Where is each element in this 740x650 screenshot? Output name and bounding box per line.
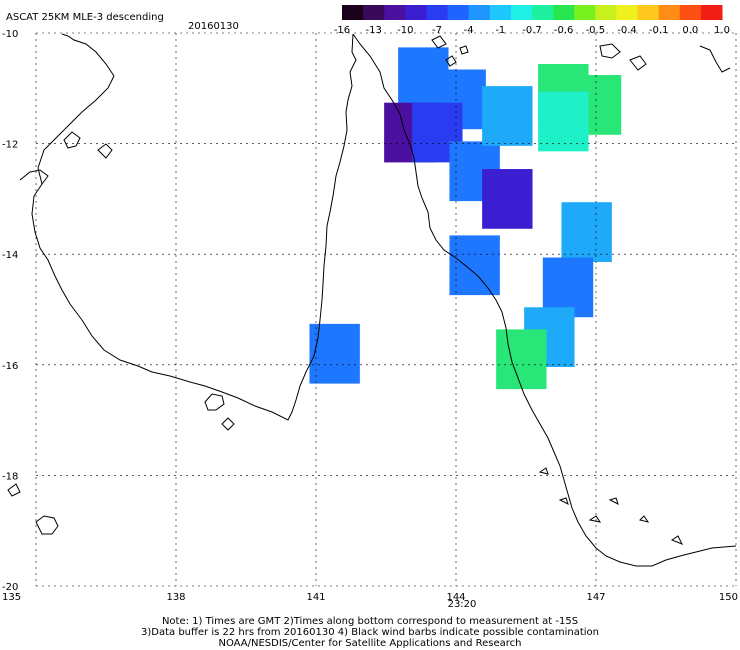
reef-islands-east [599, 43, 731, 73]
coral-sea-islets [538, 467, 684, 545]
lat-lon-grid [35, 32, 737, 587]
colorbar-tick-label: 1.0 [714, 25, 730, 36]
wellesley-islands [221, 417, 235, 431]
wind-cell [449, 235, 500, 296]
colorbar-tick-label: -1 [495, 25, 505, 36]
wind-speed-cells [309, 47, 622, 390]
colorbar-swatch [658, 5, 681, 20]
colorbar-swatch [553, 5, 575, 20]
colorbar-swatch [405, 5, 427, 20]
colorbar-swatch [426, 5, 449, 20]
torres-islands [431, 35, 469, 67]
colorbar-swatch [700, 5, 723, 20]
latitude-label: -10 [2, 29, 18, 40]
coastline [7, 33, 737, 567]
latitude-label: -16 [2, 361, 18, 372]
longitude-label: 147 [586, 592, 605, 603]
longitude-label: 141 [306, 592, 325, 603]
colorbar-swatch [363, 5, 385, 20]
colorbar-swatch [616, 5, 639, 20]
footer-note-line-3: NOAA/NESDIS/Center for Satellite Applica… [218, 638, 522, 649]
colorbar-swatch [342, 5, 364, 20]
latitude-label: -14 [2, 250, 18, 261]
colorbar-swatch [510, 5, 533, 20]
colorbar-swatch [468, 5, 491, 20]
colorbar-swatch [532, 5, 554, 20]
gulf-coast-west-islands [19, 131, 113, 185]
latitude-label: -20 [2, 582, 18, 593]
latitude-label: -12 [2, 140, 18, 151]
colorbar-swatch [679, 5, 702, 20]
wind-cell [496, 329, 547, 390]
colorbar-tick-label: -0.4 [617, 25, 637, 36]
wind-cell [538, 91, 589, 152]
colorbar-tick-label: 0.0 [682, 25, 698, 36]
colorbar-swatch [574, 5, 596, 20]
colorbar-tick-label: -0.6 [554, 25, 574, 36]
colorbar-tick-label: -0.7 [522, 25, 542, 36]
longitude-label: 150 [719, 592, 738, 603]
mornington-island [204, 393, 225, 411]
colorbar-tick-labels: -16 -13 -10 -7 -4 -1 -0.7 -0.6 -0.5 -0.4 -0.1 0.0 1.… [334, 25, 730, 36]
colorbar-swatch [447, 5, 470, 20]
colorbar-tick-label: -10 [397, 25, 413, 36]
wind-cell [482, 169, 533, 229]
latitude-label: -18 [2, 471, 18, 482]
map-date: 20160130 [188, 21, 239, 32]
latitude-labels: -10 -12 -14 -16 -18 -20 [2, 29, 18, 593]
colorbar-tick-label: -16 [334, 25, 350, 36]
colorbar-tick-label: -0.1 [649, 25, 669, 36]
colorbar-swatch [384, 5, 406, 20]
time-label: 23:20 [448, 599, 477, 610]
map-title: ASCAT 25KM MLE-3 descending [6, 12, 164, 23]
west-island-a [7, 483, 21, 497]
footer-note-line-2: 3)Data buffer is 22 hrs from 20160130 4)… [141, 627, 599, 638]
cape-york-east-coast [352, 33, 737, 567]
cape-york-west-coast [31, 33, 357, 421]
wind-cell [482, 86, 533, 146]
wind-cell [561, 202, 612, 262]
colorbar-swatch [489, 5, 512, 20]
colorbar-tick-label: -4 [464, 25, 474, 36]
colorbar-tick-label: -13 [365, 25, 381, 36]
longitude-label: 144 [446, 592, 465, 603]
longitude-labels: 135 138 141 144 147 150 [2, 592, 738, 603]
longitude-label: 138 [166, 592, 185, 603]
groote-eylandt [35, 515, 59, 535]
colorbar-swatch [637, 5, 660, 20]
wind-cell [309, 323, 360, 384]
colorbar-tick-label: -7 [432, 25, 442, 36]
footer-note-line-1: Note: 1) Times are GMT 2)Times along bot… [161, 616, 579, 627]
colorbar-swatch [595, 5, 617, 20]
colorbar-tick-label: -0.5 [586, 25, 606, 36]
colorbar [342, 5, 723, 20]
longitude-label: 135 [2, 592, 21, 603]
